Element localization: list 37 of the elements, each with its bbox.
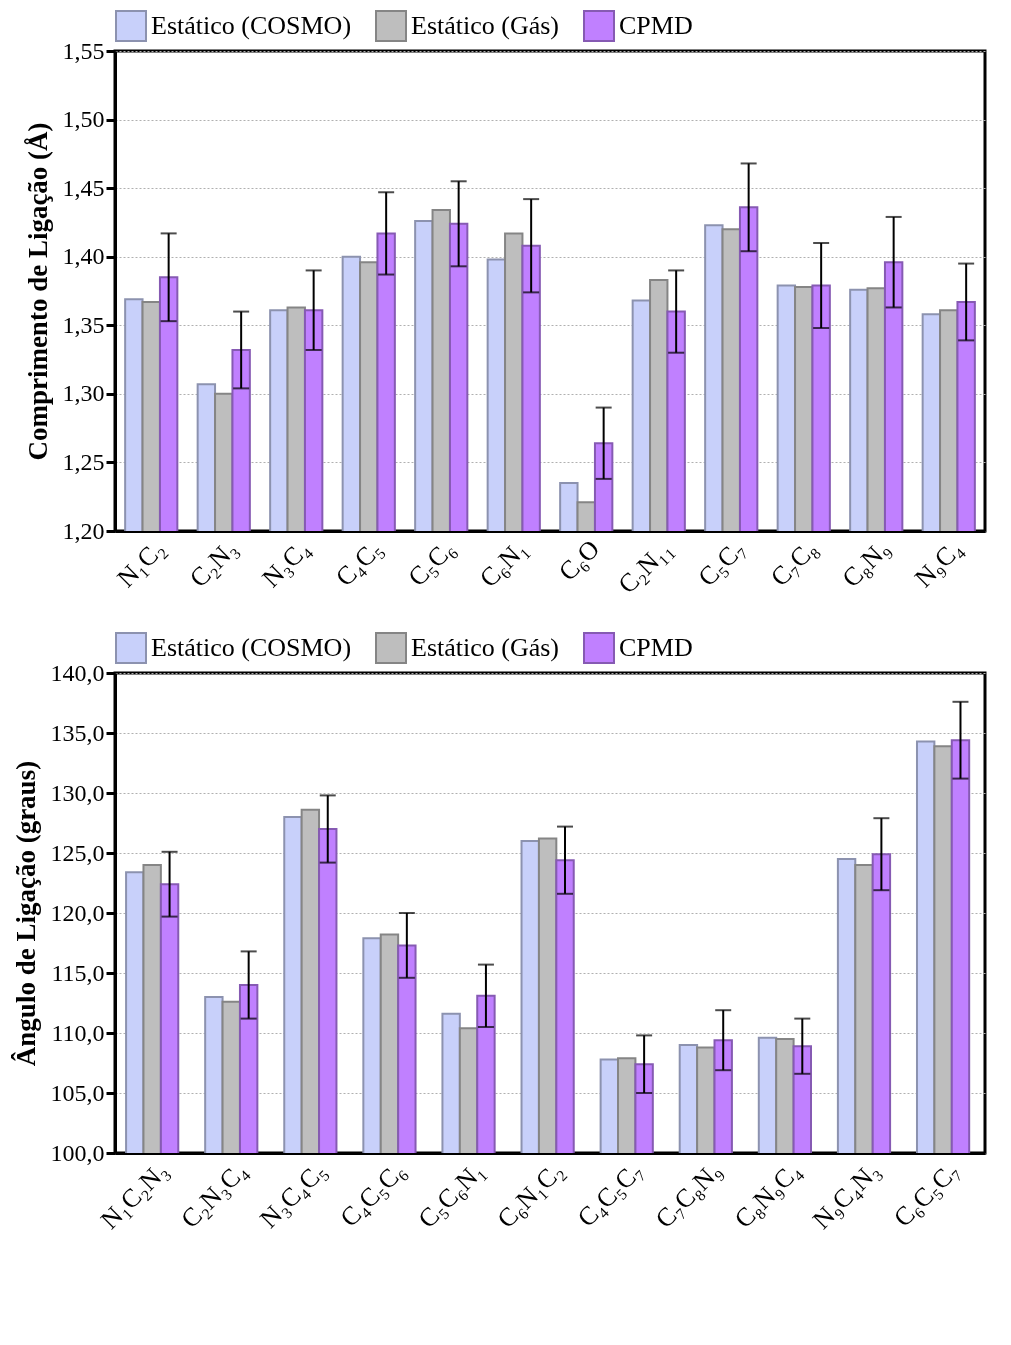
legend-label: Estático (COSMO) — [151, 11, 352, 40]
x-tick-label: C₂N₁₁ — [612, 534, 678, 600]
y-tick-label: 1,20 — [62, 517, 105, 544]
y-tick-label: 1,30 — [62, 380, 105, 407]
y-tick-label: 135,0 — [50, 719, 105, 746]
y-tick-label: 100,0 — [50, 1139, 105, 1166]
y-tick-label: 125,0 — [50, 839, 105, 866]
y-tick-label: 1,50 — [62, 106, 105, 133]
legend-label: Estático (Gás) — [411, 11, 560, 40]
y-axis-title: Ângulo de Ligação (graus) — [10, 760, 41, 1067]
legend-label: Estático (COSMO) — [151, 633, 352, 662]
x-tick-label: C₅C₆ — [402, 534, 461, 592]
y-tick-label: 115,0 — [51, 959, 105, 986]
x-tick-label: C₅C₇ — [692, 534, 751, 592]
y-tick-label: 1,45 — [62, 174, 105, 201]
x-tick-label: C₄C₅ — [329, 534, 388, 592]
legend-label: Estático (Gás) — [411, 633, 560, 662]
legend-label: CPMD — [619, 633, 693, 662]
y-tick-label: 110,0 — [51, 1019, 105, 1046]
x-tick-label: C₈N₉ — [836, 534, 896, 593]
y-tick-label: 1,55 — [62, 37, 105, 64]
x-tick-label: C₆O — [552, 534, 606, 587]
x-tick-label: N₃C₄ — [256, 534, 316, 593]
x-tick-label: C₆N₁ — [473, 534, 533, 593]
y-tick-label: 105,0 — [50, 1079, 105, 1106]
x-tick-label: C₂N₃ — [183, 534, 243, 593]
y-tick-label: 1,25 — [62, 448, 105, 475]
x-tick-label: N₉C₄ — [908, 534, 968, 593]
y-tick-label: 1,40 — [62, 243, 105, 270]
x-tick-label: N₁C₂ — [111, 534, 171, 593]
y-tick-label: 1,35 — [62, 311, 105, 338]
y-tick-label: 140,0 — [50, 659, 105, 686]
y-tick-label: 120,0 — [50, 899, 105, 926]
x-tick-label: C₇C₈ — [764, 534, 823, 592]
y-axis-title: Comprimento de Ligação (Å) — [22, 122, 53, 461]
legend-label: CPMD — [619, 11, 693, 40]
y-tick-label: 130,0 — [50, 779, 105, 806]
